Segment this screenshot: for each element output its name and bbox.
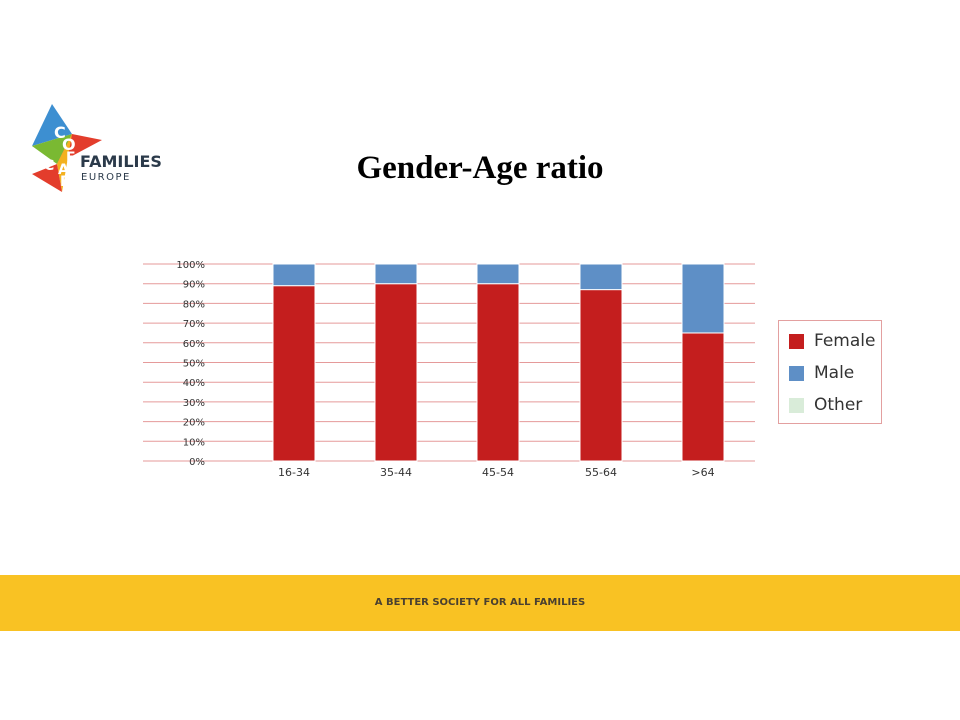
bar-male <box>272 263 316 287</box>
y-tick-label: 80% <box>183 299 205 310</box>
slide-title: Gender-Age ratio <box>356 150 604 186</box>
legend-item: Male <box>789 363 854 383</box>
bar-male <box>374 263 418 285</box>
y-tick-label: 10% <box>183 437 205 448</box>
legend-item: Other <box>789 395 862 415</box>
bar-male <box>476 263 520 285</box>
bar-male <box>579 263 623 291</box>
bar-male <box>681 263 725 334</box>
logo-word-families: FAMILIES <box>80 152 162 171</box>
legend-label: Male <box>814 363 855 383</box>
legend-swatch <box>789 397 804 413</box>
y-tick-label: 60% <box>183 339 205 350</box>
x-tick-label: >64 <box>691 466 714 479</box>
legend-item: Female <box>789 331 875 351</box>
x-tick-label: 45-54 <box>482 466 514 479</box>
y-tick-label: 40% <box>183 378 205 389</box>
x-tick-label: 16-34 <box>278 466 310 479</box>
footer-tagline: A BETTER SOCIETY FOR ALL FAMILIES <box>374 597 586 608</box>
x-tick-label: 35-44 <box>380 466 412 479</box>
legend-label: Other <box>814 395 863 415</box>
logo-letter-5: C <box>44 158 54 174</box>
y-tick-label: 20% <box>183 418 205 429</box>
logo-letter-1: C <box>54 123 66 142</box>
logo-letter-6: E <box>60 174 70 190</box>
footer-band: A BETTER SOCIETY FOR ALL FAMILIES <box>0 575 960 631</box>
coface-logo: C O F A C E FAMILIES EUROPE <box>32 104 172 196</box>
bar-female <box>272 285 316 462</box>
logo-letter-2: O <box>62 135 76 154</box>
legend-swatch <box>789 333 804 349</box>
x-tick-label: 55-64 <box>585 466 617 479</box>
logo-word-europe: EUROPE <box>81 172 131 183</box>
logo-letter-4: A <box>58 162 69 178</box>
chart-legend: Female Male Other <box>778 320 882 424</box>
y-tick-label: 0% <box>189 457 205 468</box>
bar-female <box>579 289 623 462</box>
legend-swatch <box>789 365 804 381</box>
y-tick-label: 30% <box>183 398 205 409</box>
logo-letter-3: F <box>66 150 76 166</box>
y-tick-label: 70% <box>183 319 205 330</box>
bar-female <box>476 283 520 462</box>
bar-female <box>681 332 725 462</box>
y-tick-label: 100% <box>176 260 205 271</box>
bar-female <box>374 283 418 462</box>
legend-label: Female <box>814 331 876 351</box>
y-tick-label: 90% <box>183 280 205 291</box>
y-tick-label: 50% <box>183 359 205 370</box>
